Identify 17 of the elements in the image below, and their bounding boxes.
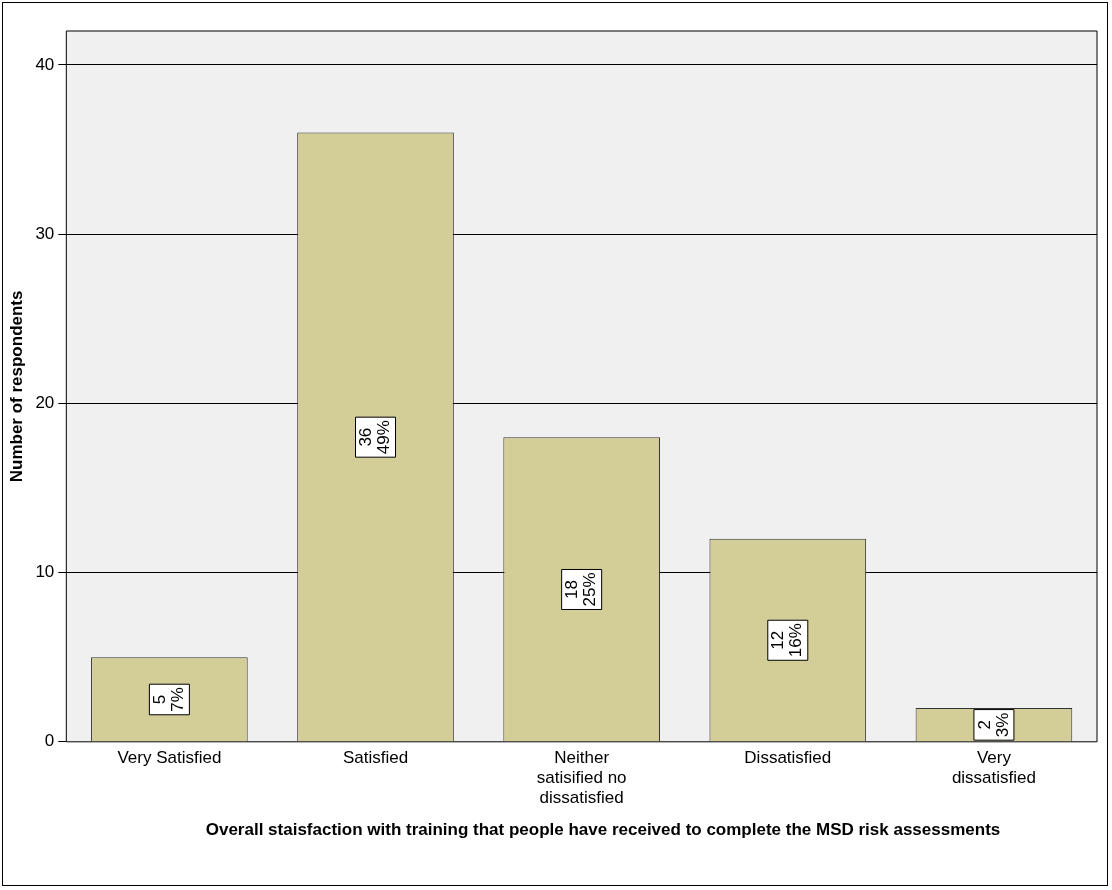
x-tick-label: Neither satisified no dissatisfied	[536, 747, 627, 808]
x-tick-label: Very dissatisfied	[951, 747, 1036, 788]
data-label: 18 25%	[562, 572, 600, 607]
data-label: 5 7%	[150, 687, 188, 712]
x-tick-label: Dissatisfied	[744, 747, 832, 767]
data-label: 12 16%	[768, 623, 806, 658]
y-tick-label: 40	[35, 54, 55, 74]
y-tick-label: 10	[35, 562, 55, 582]
y-tick-label: 30	[35, 223, 55, 243]
x-tick-label: Very Satisfied	[117, 747, 222, 767]
x-tick-label: Satisfied	[342, 747, 409, 767]
x-axis-title: Overall staisfaction with training that people have received to complete the MSD risk assessments	[204, 820, 1002, 839]
y-tick-label: 20	[35, 393, 55, 413]
y-tick-label: 0	[44, 731, 55, 751]
data-label: 36 49%	[356, 420, 394, 455]
data-label: 2 3%	[974, 712, 1012, 738]
y-axis-title: Number of respondents	[6, 290, 26, 483]
